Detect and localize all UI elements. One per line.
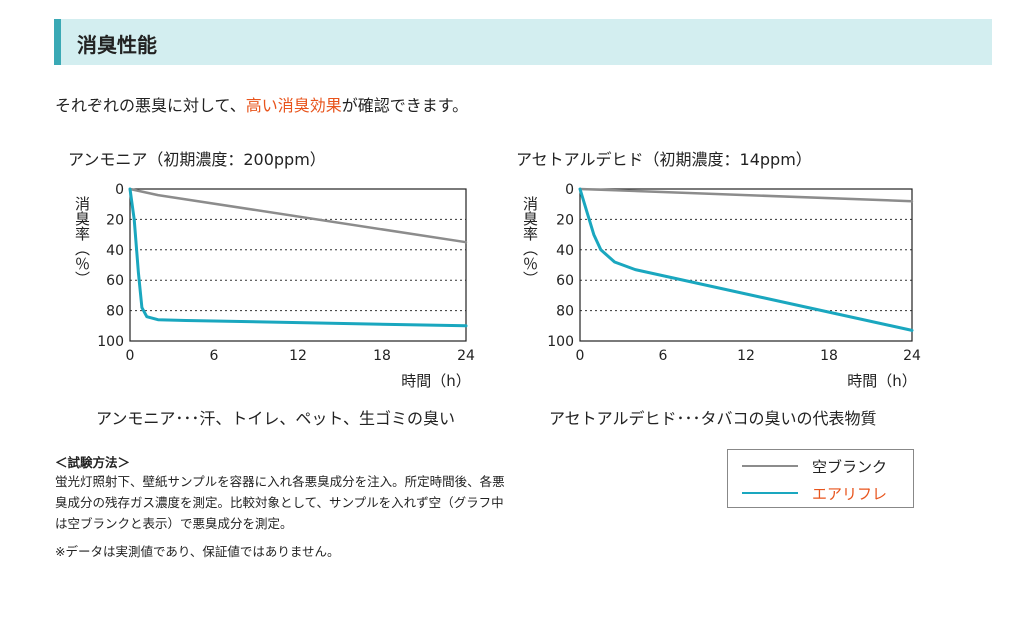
series-line-blank — [128, 187, 468, 244]
intro-text: それぞれの悪臭に対して、高い消臭効果が確認できます。 — [55, 92, 468, 116]
y-tick-label: 80 — [556, 304, 574, 320]
series-line-airrifre — [128, 187, 468, 328]
y-tick-label: 0 — [115, 182, 124, 198]
y-tick-label: 40 — [106, 243, 124, 259]
x-axis-label: 時間（h） — [401, 372, 471, 390]
y-tick-label: 0 — [565, 182, 574, 198]
intro-after: が確認できます。 — [341, 96, 469, 115]
method-line-3: は空ブランクと表示）で悪臭成分を測定。 — [55, 516, 293, 531]
x-tick-label: 0 — [576, 348, 585, 364]
x-axis-label: 時間（h） — [847, 372, 917, 390]
method-heading: ＜試験方法＞ — [55, 455, 131, 470]
series-line-airrifre — [578, 187, 914, 332]
y-tick-label: 20 — [106, 212, 124, 228]
legend-label-blank: 空ブランク — [812, 458, 888, 476]
legend-label-airrifre: エアリフレ — [812, 485, 888, 503]
plot-frame — [579, 188, 913, 342]
chart-legend: 空ブランク エアリフレ — [727, 449, 914, 508]
y-tick-label: 40 — [556, 243, 574, 259]
section-title: 消臭性能 — [77, 33, 157, 57]
x-tick-label: 24 — [903, 348, 921, 364]
x-tick-label: 12 — [289, 348, 307, 364]
y-tick-label: 60 — [556, 273, 574, 289]
chart-title-ammonia: アンモニア（初期濃度：200ppm） — [68, 150, 326, 169]
x-tick-label: 6 — [659, 348, 668, 364]
x-tick-label: 18 — [373, 348, 391, 364]
method-line-1: 蛍光灯照射下、壁紙サンプルを容器に入れ各悪臭成分を注入。所定時間後、各悪 — [55, 474, 505, 489]
y-tick-label: 100 — [547, 334, 574, 350]
x-tick-label: 24 — [457, 348, 475, 364]
x-tick-label: 18 — [820, 348, 838, 364]
y-axis-label: 消臭率（％） — [521, 196, 539, 286]
chart-title-acetaldehyde: アセトアルデヒド（初期濃度：14ppm） — [516, 150, 812, 169]
legend-swatch-blank — [742, 465, 798, 467]
intro-before: それぞれの悪臭に対して、 — [55, 96, 246, 115]
series-line-blank — [578, 187, 914, 203]
method-description: 蛍光灯照射下、壁紙サンプルを容器に入れ各悪臭成分を注入。所定時間後、各悪 臭成分… — [55, 471, 595, 534]
method-line-2: 臭成分の残存ガス濃度を測定。比較対象として、サンプルを入れず空（グラフ中 — [55, 495, 504, 510]
caption-acetaldehyde: アセトアルデヒド･･･タバコの臭いの代表物質 — [549, 409, 877, 428]
caption-ammonia: アンモニア･･･汗、トイレ、ペット、生ゴミの臭い — [96, 409, 456, 428]
plot-frame — [129, 188, 467, 342]
data-note: ※データは実測値であり、保証値ではありません。 — [55, 544, 340, 559]
x-tick-label: 6 — [210, 348, 219, 364]
y-tick-label: 100 — [97, 334, 124, 350]
y-tick-label: 80 — [106, 304, 124, 320]
x-tick-label: 12 — [737, 348, 755, 364]
legend-item-airrifre: エアリフレ — [738, 481, 908, 503]
section-header: 消臭性能 — [54, 19, 992, 65]
y-axis-label: 消臭率（％） — [73, 196, 91, 286]
x-tick-label: 0 — [126, 348, 135, 364]
intro-highlight: 高い消臭効果 — [245, 96, 342, 115]
legend-swatch-airrifre — [742, 492, 798, 494]
y-tick-label: 20 — [556, 212, 574, 228]
y-tick-label: 60 — [106, 273, 124, 289]
legend-item-blank: 空ブランク — [738, 454, 908, 476]
